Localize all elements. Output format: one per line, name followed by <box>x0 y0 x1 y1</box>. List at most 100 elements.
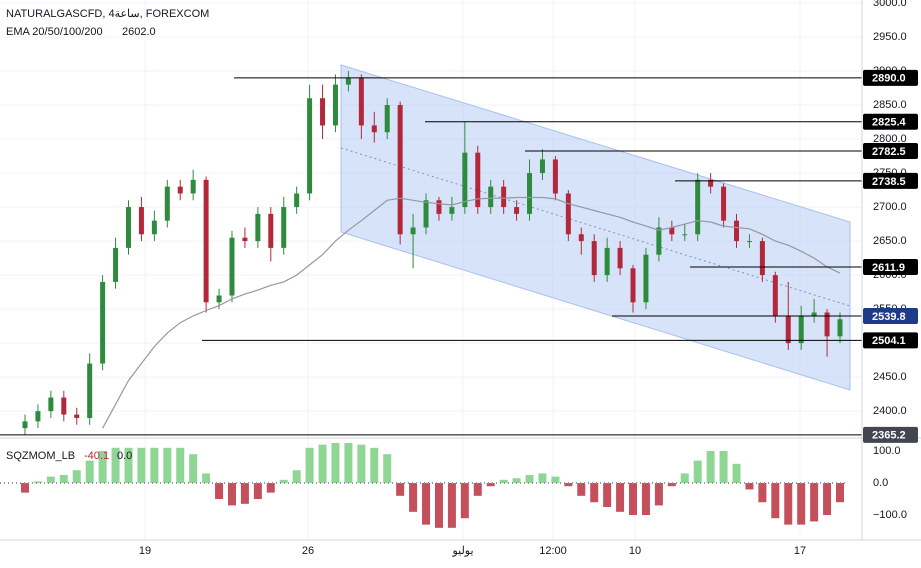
candle-body <box>410 227 416 235</box>
momentum-bar <box>33 481 42 484</box>
momentum-bar <box>641 483 650 516</box>
momentum-bar <box>409 483 418 512</box>
candle-body <box>384 105 390 133</box>
y2-tick-label: 100.0 <box>873 445 901 457</box>
momentum-bar <box>771 483 780 519</box>
ema-value: 2602.0 <box>122 26 156 38</box>
momentum-bar <box>823 483 832 516</box>
momentum-bar <box>422 483 431 525</box>
candle-body <box>501 186 507 208</box>
y-tick-label: 2450.0 <box>873 371 907 383</box>
candle-body <box>734 220 740 242</box>
level-label-box <box>863 332 918 349</box>
candle-body <box>281 207 287 248</box>
level-label: 2890.0 <box>872 73 906 85</box>
candle-body <box>164 186 170 221</box>
momentum-bar <box>460 483 469 519</box>
momentum-bar <box>318 444 327 484</box>
candle-body <box>630 268 636 303</box>
candle-body <box>798 315 804 344</box>
momentum-bar <box>693 460 702 484</box>
momentum-bar <box>680 473 689 484</box>
level-label: 2825.4 <box>872 117 907 129</box>
candle-body <box>591 241 597 276</box>
candle-body <box>268 213 274 248</box>
x-tick-label: يوليو <box>451 545 473 557</box>
candle-body <box>113 247 119 282</box>
momentum-bar <box>202 473 211 484</box>
candle-body <box>488 186 494 208</box>
level-label: 2539.8 <box>872 311 906 323</box>
y-tick-label: 2950.0 <box>873 31 907 43</box>
candle-body <box>811 312 817 316</box>
momentum-bar <box>227 483 236 506</box>
momentum-bar <box>512 478 521 484</box>
candle-body <box>151 220 157 235</box>
momentum-bar <box>253 483 262 500</box>
candle-body <box>358 77 364 126</box>
y-tick-label: 2400.0 <box>873 405 907 417</box>
candle-body <box>669 227 675 235</box>
momentum-bar <box>189 454 198 484</box>
candle-body <box>462 152 468 208</box>
candle-body <box>423 200 429 228</box>
candle-body <box>74 414 80 418</box>
candle-body <box>177 186 183 194</box>
momentum-bar <box>473 483 482 496</box>
level-label-box <box>863 142 918 159</box>
candle-body <box>100 281 106 364</box>
momentum-bar <box>21 483 29 493</box>
momentum-bar <box>370 447 379 484</box>
momentum-bar <box>810 483 819 522</box>
axes: 3000.02950.02900.02850.02800.02750.02700… <box>139 0 918 557</box>
momentum-bar <box>59 475 68 484</box>
candle-body <box>22 421 28 429</box>
indicator-value: 0.0 <box>117 450 132 462</box>
momentum-bar <box>266 483 275 493</box>
level-label: 2611.9 <box>872 262 905 274</box>
candle-body <box>578 234 584 242</box>
candle-body <box>397 105 403 235</box>
momentum-bar <box>163 447 172 484</box>
candle-body <box>746 241 752 243</box>
candle-body <box>190 179 196 194</box>
level-label-box <box>863 113 918 130</box>
momentum-bar <box>176 447 185 484</box>
candle-body <box>759 241 765 276</box>
candle-body <box>35 411 41 422</box>
y-tick-label: 2850.0 <box>873 99 907 111</box>
level-label-box <box>863 426 918 443</box>
momentum-bar <box>98 451 107 484</box>
candle-body <box>48 397 54 412</box>
momentum-bar <box>797 483 806 525</box>
momentum-bar <box>292 470 301 484</box>
y-tick-label: 3000.0 <box>873 0 907 9</box>
candle-body <box>216 295 222 303</box>
indicator-value: -40.1 <box>84 450 109 462</box>
y-tick-label: 2700.0 <box>873 201 907 213</box>
momentum-bar <box>667 483 676 487</box>
level-label-box <box>863 308 918 325</box>
candle-body <box>61 397 67 415</box>
candle-body <box>604 247 610 276</box>
y-tick-label: 2800.0 <box>873 133 907 145</box>
momentum-bar <box>706 451 715 484</box>
x-tick-label: 19 <box>139 545 151 557</box>
level-label: 2504.1 <box>872 335 906 347</box>
candle-body <box>345 77 351 85</box>
candle-body <box>514 207 520 214</box>
momentum-bar <box>551 476 560 484</box>
symbol-title: NATURALGASCFD, 4ساعة, FOREXCOM <box>6 8 209 20</box>
candle-body <box>643 254 649 303</box>
momentum-bar <box>150 447 159 484</box>
momentum-bar <box>836 483 844 503</box>
candle-body <box>371 125 377 133</box>
level-label-box <box>863 69 918 86</box>
candle-body <box>138 207 144 235</box>
momentum-bar <box>758 483 767 503</box>
momentum-bar <box>447 483 456 528</box>
momentum-bar <box>616 483 625 512</box>
x-tick-label: 12:00 <box>539 545 567 557</box>
momentum-bar <box>383 454 392 484</box>
